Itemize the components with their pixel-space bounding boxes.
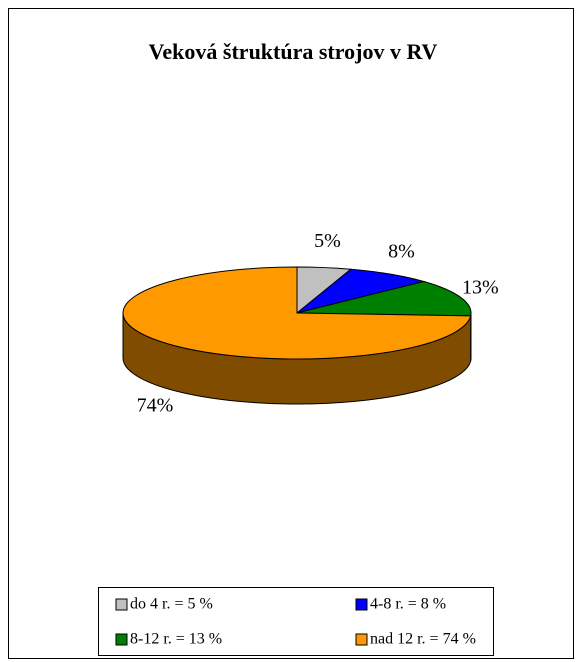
- legend-swatch: [115, 598, 128, 611]
- pie-slice: [296, 280, 472, 317]
- data-label: 8%: [388, 240, 415, 262]
- legend-swatch: [115, 633, 128, 646]
- legend-label: do 4 r. = 5 %: [130, 596, 213, 613]
- legend-label: 4-8 r. = 8 %: [370, 596, 446, 613]
- chart-title: Veková štruktúra strojov v RV: [149, 39, 438, 64]
- pie-slice: [122, 266, 472, 360]
- legend-label: nad 12 r. = 74 %: [370, 631, 476, 648]
- legend-swatch: [355, 598, 368, 611]
- data-label: 13%: [462, 276, 499, 298]
- legend-label: 8-12 r. = 13 %: [130, 631, 222, 648]
- legend-swatch: [355, 633, 368, 646]
- legend-box: [98, 587, 494, 656]
- data-label: 5%: [314, 230, 341, 252]
- data-label: 74%: [137, 394, 174, 416]
